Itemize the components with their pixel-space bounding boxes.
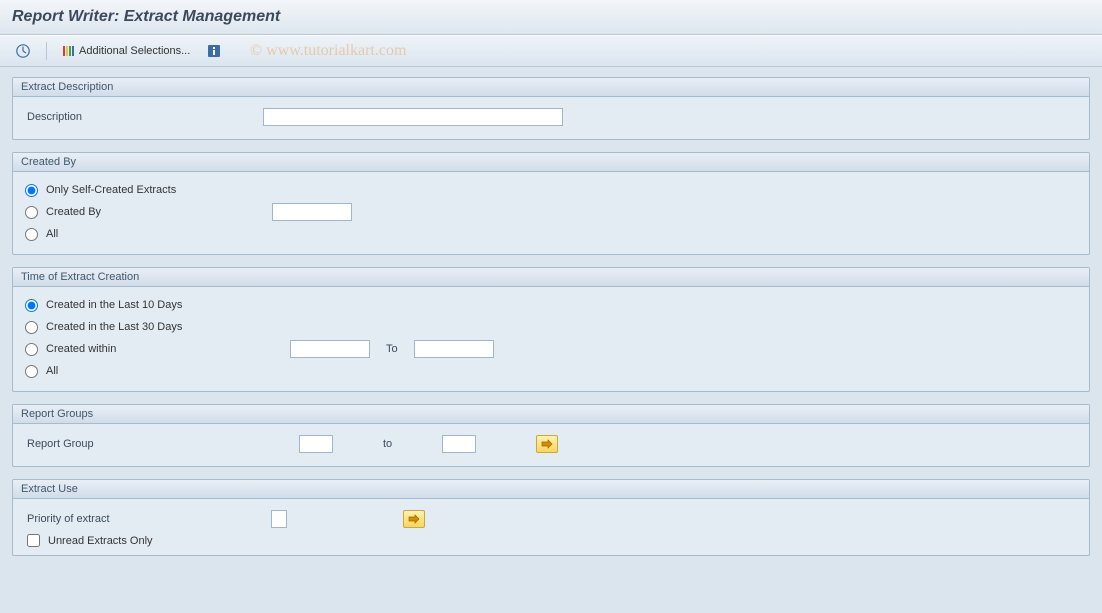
created-by-radio[interactable] [25, 206, 38, 219]
created-by-label: Created By [46, 206, 268, 218]
priority-multi-select-button[interactable] [403, 510, 425, 528]
page-title: Report Writer: Extract Management [12, 8, 280, 25]
panel-title-time-of-creation: Time of Extract Creation [13, 268, 1089, 287]
panel-title-report-groups: Report Groups [13, 405, 1089, 424]
created-by-all-radio[interactable] [25, 228, 38, 241]
created-within-label: Created within [46, 343, 286, 355]
unread-only-checkbox[interactable] [27, 534, 40, 547]
content-area: Extract Description Description Created … [0, 67, 1102, 578]
arrow-right-icon [541, 439, 553, 449]
unread-only-label: Unread Extracts Only [48, 535, 153, 547]
only-self-created-radio[interactable] [25, 184, 38, 197]
only-self-created-label: Only Self-Created Extracts [46, 184, 176, 196]
report-group-to-input[interactable] [442, 435, 476, 453]
execute-button[interactable] [10, 40, 36, 62]
panel-extract-use: Extract Use Priority of extract Unread E… [12, 479, 1090, 556]
created-by-all-label: All [46, 228, 58, 240]
selections-icon [62, 44, 76, 58]
created-within-radio[interactable] [25, 343, 38, 356]
panel-extract-description: Extract Description Description [12, 77, 1090, 140]
panel-title-extract-use: Extract Use [13, 480, 1089, 499]
description-input[interactable] [263, 108, 563, 126]
panel-created-by: Created By Only Self-Created Extracts Cr… [12, 152, 1090, 255]
priority-input[interactable] [271, 510, 287, 528]
created-within-to-label: To [386, 343, 398, 355]
toolbar: Additional Selections... [0, 35, 1102, 67]
page-title-bar: Report Writer: Extract Management [0, 0, 1102, 35]
time-all-label: All [46, 365, 58, 377]
time-all-radio[interactable] [25, 365, 38, 378]
panel-report-groups: Report Groups Report Group to [12, 404, 1090, 467]
report-group-multi-select-button[interactable] [536, 435, 558, 453]
panel-time-of-creation: Time of Extract Creation Created in the … [12, 267, 1090, 392]
last-30-days-radio[interactable] [25, 321, 38, 334]
description-label: Description [23, 111, 263, 123]
created-within-from-input[interactable] [290, 340, 370, 358]
last-10-days-label: Created in the Last 10 Days [46, 299, 182, 311]
panel-title-extract-description: Extract Description [13, 78, 1089, 97]
toolbar-separator [46, 42, 47, 60]
panel-title-created-by: Created By [13, 153, 1089, 172]
execute-icon [15, 43, 31, 59]
additional-selections-button[interactable]: Additional Selections... [57, 41, 195, 61]
info-button[interactable] [201, 40, 227, 62]
additional-selections-label: Additional Selections... [79, 45, 190, 57]
info-icon [206, 43, 222, 59]
created-within-to-input[interactable] [414, 340, 494, 358]
report-group-from-input[interactable] [299, 435, 333, 453]
arrow-right-icon [408, 514, 420, 524]
last-30-days-label: Created in the Last 30 Days [46, 321, 182, 333]
priority-label: Priority of extract [23, 513, 271, 525]
report-group-to-label: to [383, 438, 392, 450]
report-group-label: Report Group [23, 438, 299, 450]
last-10-days-radio[interactable] [25, 299, 38, 312]
created-by-input[interactable] [272, 203, 352, 221]
